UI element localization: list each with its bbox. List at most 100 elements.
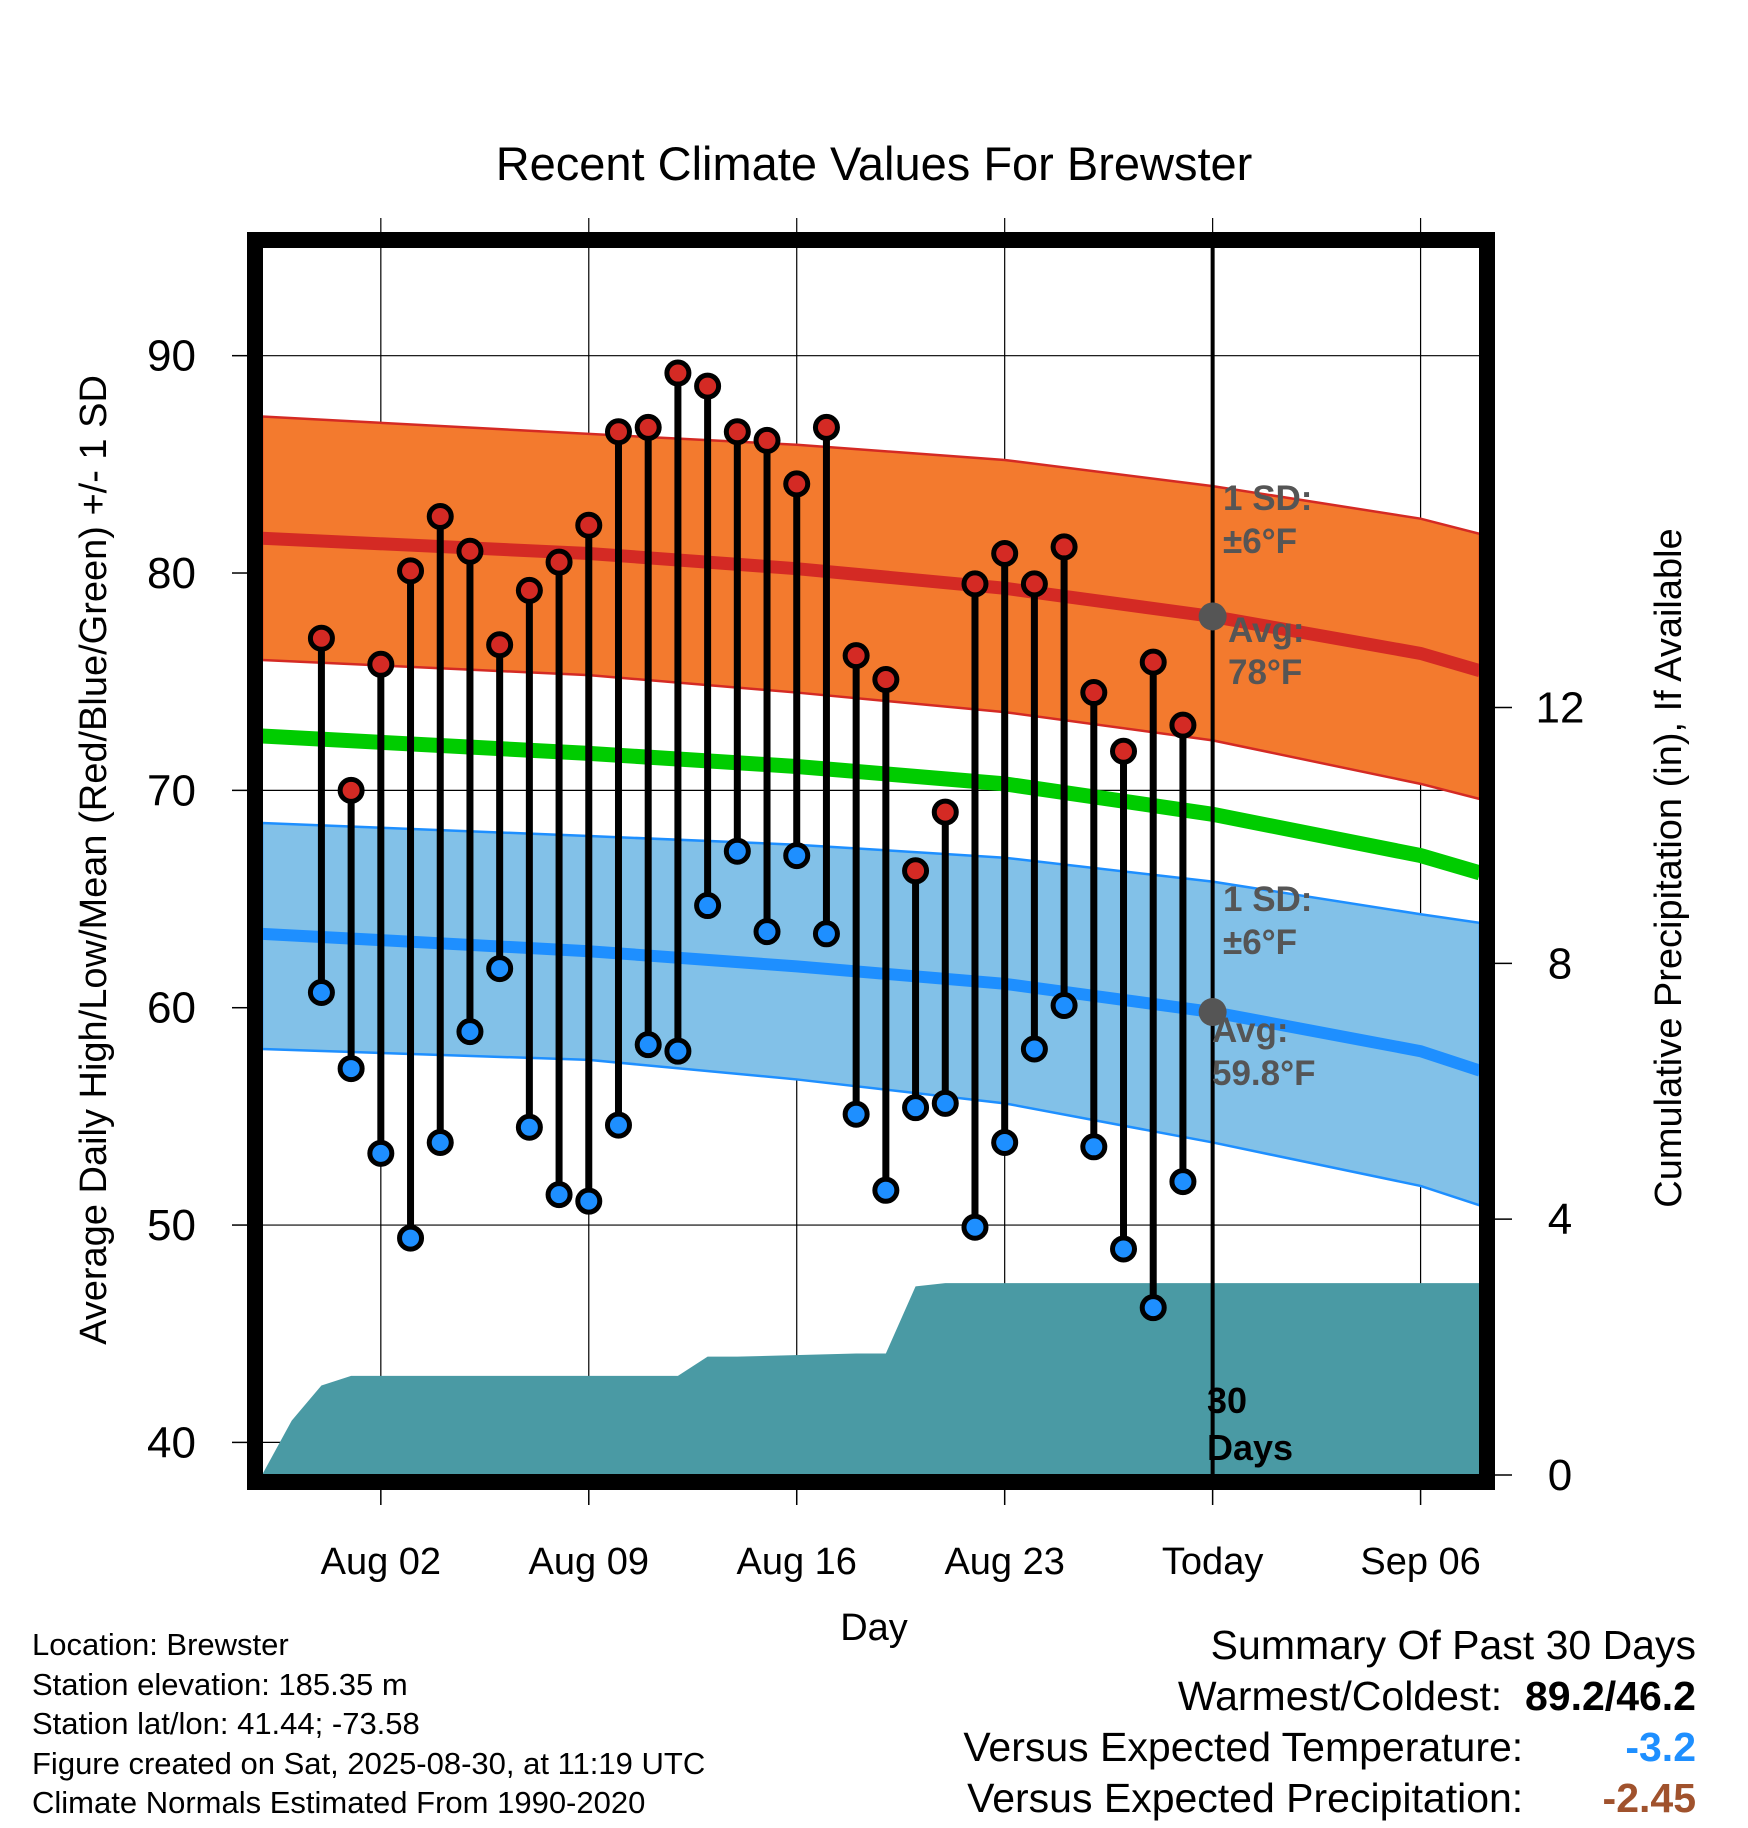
- daily-low-point: [1169, 1168, 1197, 1196]
- daily-high-point: [515, 576, 543, 604]
- daily-low-point: [902, 1094, 930, 1122]
- daily-high-point: [961, 570, 989, 598]
- daily-low-point: [337, 1055, 365, 1083]
- summary-warm-cold: Warmest/Coldest: 89.2/46.2: [963, 1671, 1696, 1722]
- cumulative-precip-area: [262, 1283, 1480, 1475]
- daily-low-point: [307, 978, 335, 1006]
- station-info: Location: Brewster Station elevation: 18…: [32, 1625, 705, 1823]
- daily-low-point: [1139, 1294, 1167, 1322]
- daily-high-point: [307, 624, 335, 652]
- low-sd-band: [262, 821, 1480, 1207]
- y-tick-label: 40: [147, 1418, 196, 1467]
- daily-high-point: [604, 418, 632, 446]
- daily-high-point: [1080, 679, 1108, 707]
- daily-low-point: [634, 1031, 662, 1059]
- x-tick-label: Today: [1162, 1541, 1263, 1583]
- high-avg-label: Avg:: [1228, 611, 1304, 650]
- low-sd-value: ±6°F: [1223, 923, 1297, 962]
- daily-low-point: [1080, 1133, 1108, 1161]
- high-avg-value: 78°F: [1228, 653, 1302, 692]
- today-low-normal-point: [1198, 998, 1227, 1027]
- low-avg-value: 59.8°F: [1212, 1054, 1316, 1093]
- daily-low-point: [1020, 1035, 1048, 1063]
- days-label-1: 30: [1207, 1380, 1247, 1421]
- daily-low-point: [1050, 992, 1078, 1020]
- y2-axis-label: Cumulative Precipitation (in), If Availa…: [1648, 528, 1690, 1207]
- daily-low-point: [1110, 1235, 1138, 1263]
- daily-low-point: [575, 1187, 603, 1215]
- daily-low-point: [842, 1100, 870, 1128]
- daily-high-point: [1169, 711, 1197, 739]
- precip-value: -2.45: [1602, 1775, 1696, 1821]
- daily-low-point: [604, 1111, 632, 1139]
- x-tick-label: Aug 23: [944, 1541, 1064, 1583]
- daily-high-point: [545, 548, 573, 576]
- y-tick-label: 90: [147, 332, 196, 381]
- y-tick-label: 70: [147, 766, 196, 815]
- location-text: Location: Brewster: [32, 1627, 289, 1662]
- daily-low-point: [753, 918, 781, 946]
- precipitation-area: [262, 1283, 1480, 1475]
- daily-low-point: [872, 1176, 900, 1204]
- temp-label: Versus Expected Temperature:: [963, 1724, 1524, 1770]
- warm-cold-label: Warmest/Coldest:: [1177, 1673, 1503, 1719]
- y2-tick-label: 8: [1548, 939, 1572, 988]
- y2-tick-label: 12: [1536, 684, 1585, 733]
- daily-high-point: [664, 359, 692, 387]
- daily-low-point: [694, 892, 722, 920]
- chart-title: Recent Climate Values For Brewster: [496, 137, 1253, 190]
- daily-high-point: [753, 426, 781, 454]
- daily-low-point: [545, 1181, 573, 1209]
- high-sd-band: [262, 415, 1480, 801]
- summary-temp: Versus Expected Temperature: -3.2: [963, 1722, 1696, 1773]
- daily-low-point: [783, 842, 811, 870]
- daily-low-point: [664, 1037, 692, 1065]
- daily-high-point: [812, 413, 840, 441]
- summary-precip: Versus Expected Precipitation: -2.45: [963, 1773, 1696, 1824]
- daily-high-point: [337, 776, 365, 804]
- created-text: Figure created on Sat, 2025-08-30, at 11…: [32, 1745, 706, 1781]
- daily-high-point: [1020, 570, 1048, 598]
- annotations: 1 SD: ±6°F Avg: 78°F 1 SD: ±6°F Avg: 59.…: [1207, 479, 1316, 1468]
- y-tick-label: 60: [147, 984, 196, 1033]
- daily-low-point: [991, 1128, 1019, 1156]
- y-axis-label: Average Daily High/Low/Mean (Red/Blue/Gr…: [73, 375, 115, 1345]
- x-tick-label: Sep 06: [1360, 1541, 1480, 1583]
- y-tick-label: 50: [147, 1201, 196, 1250]
- x-tick-label: Aug 02: [321, 1541, 441, 1583]
- daily-high-point: [575, 511, 603, 539]
- daily-low-point: [397, 1224, 425, 1252]
- daily-low-point: [515, 1113, 543, 1141]
- daily-high-point: [723, 418, 751, 446]
- daily-high-point: [842, 642, 870, 670]
- daily-high-point: [1139, 648, 1167, 676]
- precip-label: Versus Expected Precipitation:: [967, 1775, 1524, 1821]
- summary-title: Summary Of Past 30 Days: [1210, 1622, 1696, 1668]
- latlon-text: Station lat/lon: 41.44; -73.58: [32, 1706, 420, 1741]
- daily-high-point: [456, 537, 484, 565]
- high-sd-label: 1 SD:: [1223, 479, 1312, 518]
- observed-temperatures: [307, 359, 1227, 1322]
- normal-bands: [262, 415, 1480, 1207]
- daily-low-point: [367, 1139, 395, 1167]
- y2-tick-label: 4: [1548, 1195, 1572, 1244]
- x-tick-label: Aug 09: [529, 1541, 649, 1583]
- daily-high-point: [902, 857, 930, 885]
- daily-high-point: [931, 798, 959, 826]
- temp-value: -3.2: [1625, 1724, 1696, 1770]
- daily-high-point: [397, 557, 425, 585]
- daily-high-point: [872, 666, 900, 694]
- axes: 40 50 60 70 80 90 0 4 8 12 Aug 02 Aug 09 Aug 16 Aug 2…: [147, 332, 1584, 1583]
- y2-tick-label: 0: [1548, 1451, 1572, 1500]
- daily-high-point: [634, 413, 662, 441]
- daily-high-point: [1050, 533, 1078, 561]
- daily-low-point: [456, 1018, 484, 1046]
- daily-high-point: [486, 631, 514, 659]
- today-high-normal-point: [1198, 602, 1227, 631]
- daily-high-point: [694, 372, 722, 400]
- daily-high-point: [1110, 737, 1138, 765]
- high-sd-value: ±6°F: [1223, 522, 1297, 561]
- days-label-2: Days: [1207, 1427, 1293, 1468]
- low-avg-label: Avg:: [1212, 1011, 1288, 1050]
